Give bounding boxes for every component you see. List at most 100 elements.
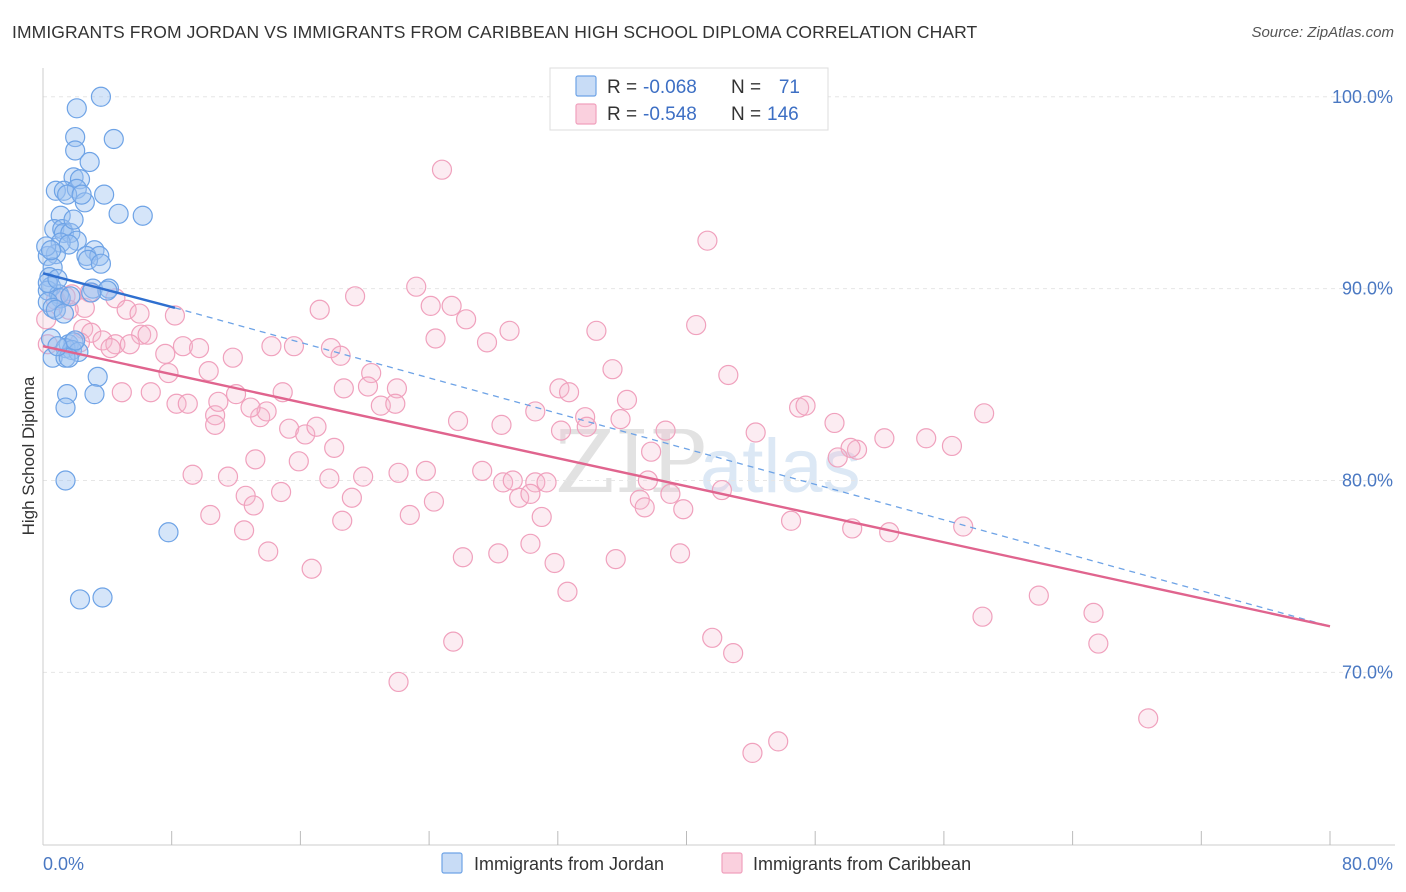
jordan-point-5: [79, 151, 100, 173]
caribbean-point-45: [602, 359, 623, 380]
caribbean-point-101: [536, 472, 557, 493]
caribbean-point-105: [270, 481, 292, 503]
caribbean-point-74: [655, 420, 676, 441]
caribbean-point-94: [353, 466, 374, 487]
y-tick-label-100: 100.0%: [1332, 87, 1393, 107]
caribbean-point-64: [525, 401, 546, 422]
caribbean-point-89: [641, 441, 662, 462]
caribbean-point-108: [341, 487, 362, 508]
legend-caribbean-r-value: -0.548: [643, 104, 697, 125]
jordan-point-67: [60, 286, 81, 307]
jordan-trend-extension: [174, 307, 1331, 627]
caribbean-trend-line: [42, 345, 1331, 628]
jordan-point-57: [55, 470, 76, 491]
legend-swatch-jordan: [575, 75, 597, 97]
caribbean-point-113: [634, 497, 655, 518]
legend-jordan-r-label: R =: [607, 77, 637, 98]
caribbean-point-132: [557, 581, 578, 602]
caribbean-point-97: [472, 460, 493, 481]
caribbean-point-17: [456, 309, 477, 330]
jordan-point-59: [69, 589, 91, 610]
caribbean-point-50: [333, 378, 354, 399]
caribbean-point-96: [415, 460, 436, 481]
x-tick-label-max: 80.0%: [1342, 854, 1393, 874]
caribbean-point-26: [100, 338, 121, 359]
caribbean-point-80: [306, 416, 327, 437]
jordan-point-2: [103, 128, 124, 150]
caribbean-point-139: [1088, 633, 1109, 654]
caribbean-point-14: [420, 295, 441, 316]
legend-caribbean-n-label: N =: [731, 104, 761, 125]
jordan-point-40: [53, 303, 75, 324]
caribbean-point-79: [295, 424, 316, 445]
caribbean-point-5: [74, 297, 95, 318]
caribbean-point-13: [344, 286, 366, 307]
caribbean-point-116: [332, 510, 353, 531]
caribbean-point-93: [319, 468, 340, 489]
caribbean-point-0: [431, 159, 453, 180]
caribbean-point-9: [116, 299, 137, 320]
caribbean-point-44: [361, 362, 382, 384]
caribbean-point-95: [388, 462, 409, 483]
caribbean-point-128: [544, 552, 565, 574]
caribbean-point-12: [406, 276, 427, 297]
jordan-point-30: [90, 253, 112, 274]
legend-jordan-n-value: 71: [779, 77, 800, 98]
caribbean-point-144: [140, 382, 161, 403]
caribbean-point-68: [974, 403, 995, 424]
legend-caribbean-r-label: R =: [607, 104, 637, 125]
y-tick-label-70: 70.0%: [1342, 662, 1393, 682]
caribbean-point-39: [155, 343, 176, 364]
caribbean-point-103: [660, 483, 681, 505]
caribbean-point-92: [217, 466, 239, 487]
caribbean-point-30: [188, 338, 210, 359]
caribbean-point-63: [385, 393, 406, 414]
grid-lines: [43, 96, 1395, 673]
jordan-point-14: [108, 203, 129, 224]
caribbean-point-52: [386, 378, 408, 399]
caribbean-point-75: [745, 422, 766, 443]
caribbean-point-31: [261, 336, 282, 357]
caribbean-point-110: [509, 487, 530, 508]
caribbean-point-125: [520, 533, 541, 554]
y-axis-title: High School Diploma: [19, 376, 38, 535]
caribbean-point-10: [129, 303, 150, 324]
caribbean-point-109: [423, 491, 445, 512]
jordan-point-64: [63, 209, 84, 230]
caribbean-point-130: [669, 543, 691, 564]
caribbean-point-127: [488, 543, 509, 564]
jordan-point-65: [71, 184, 92, 205]
jordan-point-8: [45, 180, 66, 201]
caribbean-point-51: [357, 376, 379, 397]
caribbean-point-84: [916, 428, 937, 449]
caribbean-point-88: [288, 451, 309, 472]
caribbean-point-85: [941, 435, 963, 457]
caribbean-point-73: [610, 408, 631, 430]
caribbean-point-54: [558, 382, 580, 403]
caribbean-point-119: [780, 510, 802, 531]
caribbean-point-104: [711, 479, 732, 501]
caribbean-point-40: [222, 347, 243, 368]
jordan-point-38: [42, 297, 63, 318]
caribbean-point-83: [874, 428, 895, 449]
jordan-point-28: [89, 245, 110, 267]
jordan-point-12: [57, 184, 78, 205]
chart-source: Source: ZipAtlas.com: [1251, 24, 1394, 41]
caribbean-point-29: [172, 336, 194, 357]
caribbean-point-20: [686, 314, 707, 336]
legend-jordan-n-label: N =: [731, 77, 761, 98]
jordan-point-62: [40, 240, 62, 261]
jordan-point-68: [65, 330, 86, 351]
caribbean-point-87: [245, 449, 266, 470]
bottom-legend-label-jordan: Immigrants from Jordan: [474, 854, 664, 874]
y-tick-labels: 70.0% 80.0% 90.0% 100.0%: [1332, 87, 1393, 683]
caribbean-point-70: [491, 414, 512, 435]
caribbean-point-143: [742, 742, 763, 764]
x-tick-label-min: 0.0%: [43, 854, 84, 874]
watermark: ZIP atlas: [555, 413, 861, 513]
caribbean-point-57: [177, 393, 198, 414]
jordan-point-29: [77, 249, 99, 270]
y-tick-label-80: 80.0%: [1342, 470, 1393, 490]
jordan-point-4: [65, 140, 86, 161]
